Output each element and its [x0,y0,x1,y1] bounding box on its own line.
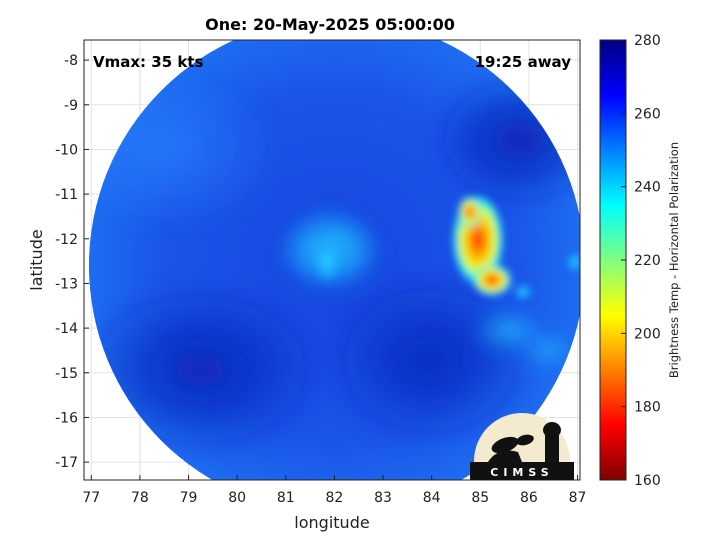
y-tick-label: -12 [55,232,78,248]
y-axis-ticks: -8 -9 -10 -11 -12 -13 -14 -15 -16 -17 [55,53,89,471]
x-axis-label: longitude [294,513,369,532]
colorbar: 280 260 240 220 200 180 160 Brightness Temp - … [599,33,681,489]
convective-cluster [472,264,512,296]
plot-area: 77 78 79 80 81 82 83 84 85 86 87 -8-9-10-11-12-13-… [55,39,586,506]
x-tick-label: 82 [326,490,344,506]
satellite-dish-icon [488,450,522,462]
colorbar-tick-label: 260 [634,106,661,122]
satellite-swath [88,40,580,480]
colorbar-tick-label: 180 [634,400,661,416]
x-tick-label: 78 [131,490,149,506]
warm-cloud-patch [524,334,572,366]
colorbar-ticks: 280 260 240 220 200 180 160 [621,33,661,489]
x-tick-label: 85 [471,490,489,506]
y-tick-label: -16 [55,410,78,426]
x-tick-label: 77 [82,490,100,506]
colorbar-label: Brightness Temp - Horizontal Polarizatio… [667,142,681,378]
colorbar-tick-label: 220 [634,253,661,269]
y-axis-label: latitude [27,229,46,290]
warm-cloud-patch [567,252,580,272]
y-tick-label: -13 [55,276,78,292]
warm-cloud-patch [313,238,341,282]
colorbar-tick-label: 240 [634,180,661,196]
colorbar-tick-label: 160 [634,473,661,489]
x-tick-label: 86 [520,490,538,506]
y-tick-label: -15 [55,366,78,382]
y-tick-label: -14 [55,321,78,337]
satellite-dish-icon [516,434,534,446]
plot-frame [83,39,581,481]
x-tick-label: 81 [277,490,295,506]
y-tick-label: -11 [55,187,78,203]
water-tower-icon [543,422,561,438]
y-tick-label: -17 [55,455,78,471]
y-tick-label: -10 [55,142,78,158]
logo-text: CIMSS [490,466,553,479]
vmax-label: Vmax: 35 kts [93,53,203,71]
figure-title: One: 20-May-2025 05:00:00 [205,15,455,34]
convective-cluster [458,196,482,228]
logo-band [470,462,574,480]
x-axis-ticks: 77 78 79 80 81 82 83 84 85 86 87 [82,475,586,506]
water-tower-icon [545,434,559,464]
warm-cloud-patch [514,284,532,300]
warm-cloud-patch [480,314,540,346]
y-tick-label: -8 [64,53,78,69]
colorbar-tick-label: 200 [634,326,661,342]
x-tick-label: 79 [180,490,198,506]
colorbar-tick-label: 280 [634,33,661,49]
x-tick-label: 84 [423,490,441,506]
x-tick-label: 83 [374,490,392,506]
x-tick-label: 80 [228,490,246,506]
satellite-dish-icon [491,436,519,454]
x-tick-label: 87 [569,490,587,506]
cimss-logo: CIMSS [470,413,574,480]
y-tick-label: -9 [64,98,78,114]
distance-label: 19:25 away [475,53,572,71]
cold-region [320,270,540,450]
